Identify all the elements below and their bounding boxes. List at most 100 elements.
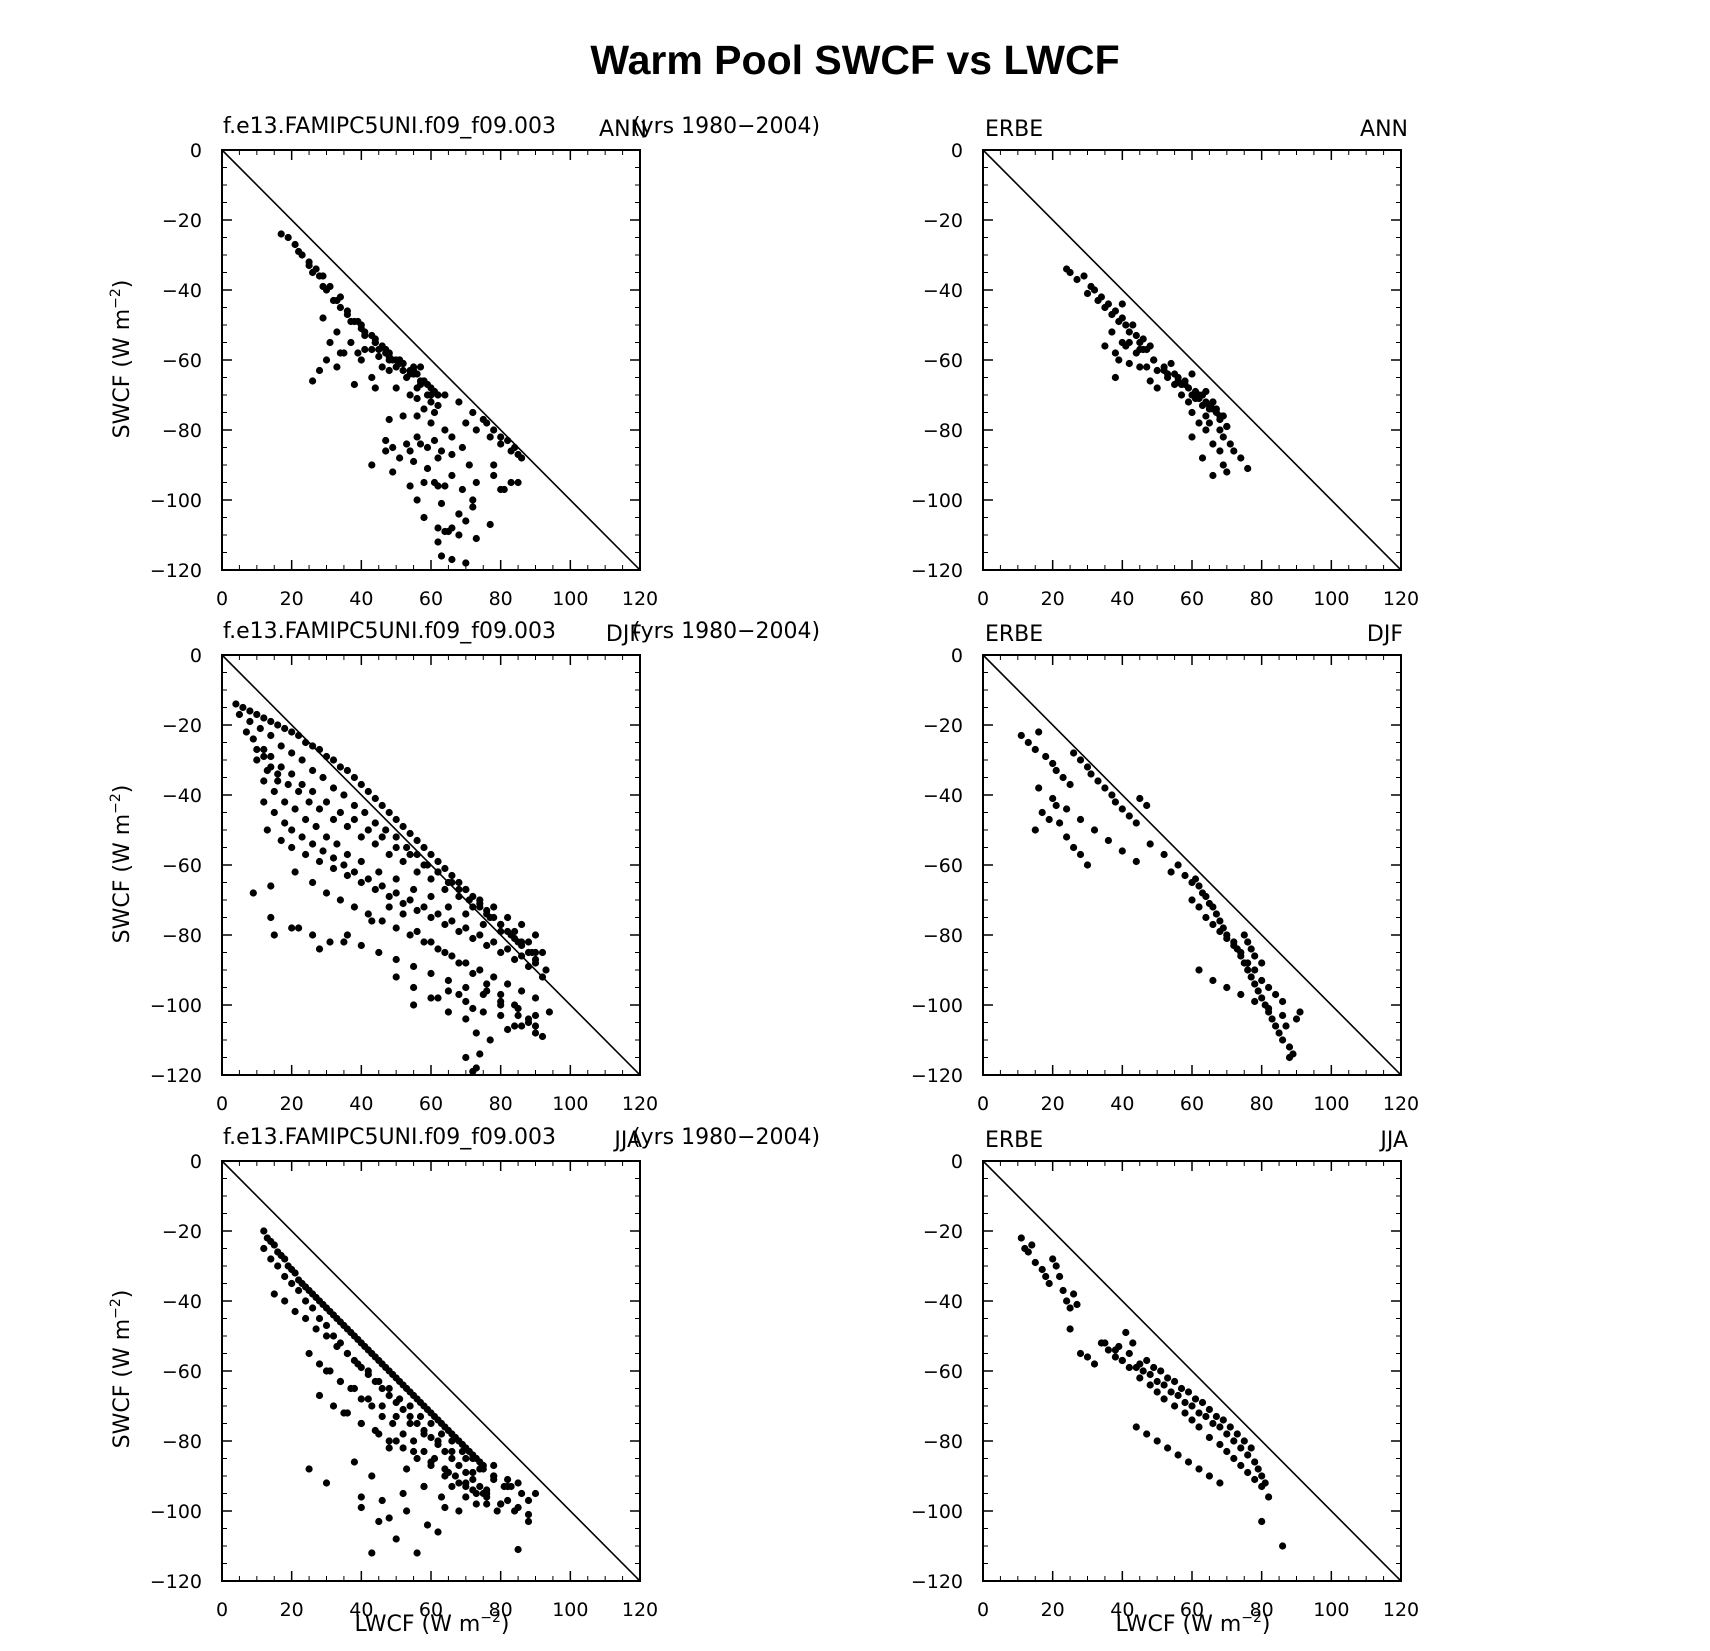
panel-points: [260, 1227, 540, 1557]
data-point: [1244, 1468, 1252, 1477]
data-point: [284, 233, 292, 242]
data-point: [343, 822, 351, 831]
data-point: [343, 931, 351, 939]
data-point: [336, 1377, 344, 1386]
data-point: [531, 1022, 540, 1030]
data-point: [399, 899, 407, 908]
x-tick-label: 40: [1110, 588, 1134, 610]
data-point: [413, 850, 421, 859]
data-point: [441, 948, 449, 957]
data-point: [545, 1008, 554, 1016]
panel-ticks: 0 0 20 −20 40 −40 60 −60 80 −80 100 −100 120 −120: [150, 645, 658, 1115]
data-point: [1111, 798, 1119, 806]
panel-left-label: f.e13.FAMIPC5UNI.f09_f09.003: [223, 114, 556, 139]
data-point: [389, 356, 397, 364]
data-point: [437, 499, 446, 508]
data-point: [403, 1465, 411, 1473]
data-point: [350, 815, 358, 824]
data-point: [427, 1458, 435, 1466]
data-point: [1216, 426, 1224, 434]
x-tick-label: 0: [977, 1093, 989, 1115]
data-point: [350, 1384, 358, 1393]
x-tick-label: 0: [216, 588, 228, 610]
data-point: [1104, 1346, 1112, 1354]
data-point: [1279, 1011, 1287, 1020]
data-point: [427, 850, 435, 859]
data-point: [1212, 910, 1220, 918]
data-point: [322, 1332, 331, 1340]
data-point: [277, 836, 285, 845]
data-point: [1132, 819, 1140, 827]
data-point: [531, 1011, 540, 1020]
data-point: [375, 868, 383, 876]
data-point: [420, 1430, 428, 1438]
data-point: [1188, 433, 1196, 441]
y-tick-label: −120: [150, 1571, 202, 1593]
data-point: [302, 738, 310, 747]
data-point: [427, 969, 435, 978]
y-tick-label: −120: [911, 1065, 963, 1087]
x-tick-label: 20: [280, 1599, 304, 1621]
data-point: [469, 969, 477, 978]
data-point: [378, 363, 386, 371]
data-point: [497, 948, 505, 957]
data-point: [1136, 1360, 1144, 1368]
data-point: [406, 370, 414, 378]
data-point: [469, 1004, 477, 1013]
y-tick-label: 0: [951, 645, 963, 667]
x-tick-label: 0: [216, 1599, 228, 1621]
data-point: [322, 833, 331, 841]
data-point: [462, 885, 470, 894]
data-point: [1042, 752, 1050, 761]
data-point: [420, 405, 428, 413]
data-point: [274, 777, 282, 785]
data-point: [1195, 1409, 1203, 1417]
panel-erbe-ann: 0 0 20 −20 40 −40 60 −60 80 −80 100 −100 120 −120 ERB…: [911, 117, 1419, 610]
data-point: [510, 1022, 519, 1030]
data-point: [1125, 328, 1133, 336]
data-point: [413, 496, 421, 504]
data-point: [524, 1496, 533, 1505]
data-point: [1251, 980, 1259, 988]
data-point: [1272, 1022, 1280, 1030]
data-point: [469, 503, 477, 511]
data-point: [378, 1402, 386, 1410]
data-point: [1209, 976, 1217, 985]
data-point: [399, 412, 407, 420]
data-point: [434, 454, 442, 462]
data-point: [1090, 826, 1099, 834]
data-point: [427, 1433, 435, 1442]
data-point: [1240, 1437, 1248, 1445]
y-tick-label: 0: [190, 140, 202, 162]
data-point: [1223, 468, 1231, 476]
data-point: [1122, 1328, 1130, 1337]
data-point: [322, 889, 331, 897]
data-point: [329, 1332, 338, 1340]
data-point: [479, 1008, 487, 1016]
data-point: [322, 1479, 331, 1487]
data-point: [288, 843, 296, 852]
data-point: [1164, 1444, 1172, 1452]
data-point: [1118, 805, 1126, 813]
y-axis-label: SWCF (W m−2): [108, 785, 135, 944]
data-point: [1279, 1542, 1287, 1550]
data-point: [392, 363, 400, 371]
data-point: [274, 1262, 282, 1270]
data-point: [1063, 1297, 1071, 1305]
data-point: [1219, 433, 1227, 441]
data-point: [403, 1507, 411, 1515]
x-tick-label: 40: [1110, 1599, 1134, 1621]
data-point: [256, 724, 264, 733]
x-tick-label: 100: [1313, 1093, 1349, 1115]
data-point: [1150, 356, 1158, 364]
data-point: [493, 1507, 501, 1515]
data-point: [1174, 1451, 1182, 1459]
data-point: [392, 1412, 400, 1421]
data-point: [399, 822, 407, 831]
data-point: [1136, 363, 1144, 371]
data-point: [291, 805, 299, 813]
data-point: [1244, 966, 1252, 974]
data-point: [514, 1545, 522, 1554]
data-point: [368, 1402, 376, 1410]
data-point: [441, 920, 449, 929]
